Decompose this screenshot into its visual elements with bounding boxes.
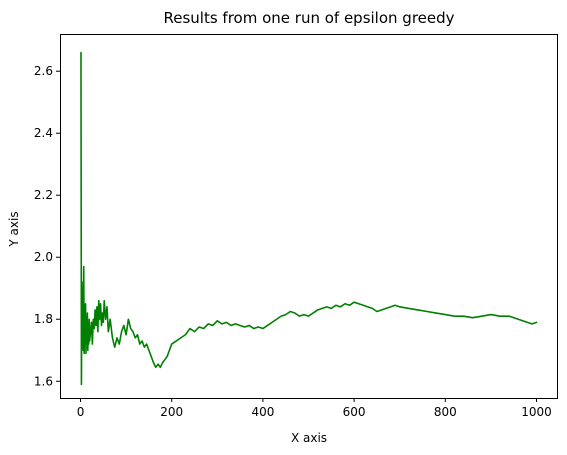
x-axis-ticks: 0 200 400 600 800 1000 bbox=[77, 398, 552, 419]
x-tick-label: 200 bbox=[160, 405, 183, 419]
x-tick-label: 400 bbox=[251, 405, 274, 419]
series-line bbox=[80, 51, 538, 386]
plot-area-frame bbox=[60, 34, 558, 399]
x-tick-label: 0 bbox=[77, 405, 85, 419]
y-tick-label: 2.2 bbox=[34, 188, 53, 202]
y-tick-label: 1.8 bbox=[34, 312, 53, 326]
x-tick-label: 800 bbox=[434, 405, 457, 419]
y-axis-label: Y axis bbox=[7, 211, 21, 247]
y-tick-label: 2.0 bbox=[34, 250, 53, 264]
chart-title: Results from one run of epsilon greedy bbox=[163, 9, 454, 27]
y-tick-label: 2.4 bbox=[34, 126, 53, 140]
x-tick-label: 600 bbox=[343, 405, 366, 419]
y-axis-ticks: 1.6 1.8 2.0 2.2 2.4 2.6 bbox=[34, 64, 60, 388]
x-axis-label: X axis bbox=[291, 431, 327, 445]
y-tick-label: 1.6 bbox=[34, 374, 53, 388]
x-tick-label: 1000 bbox=[521, 405, 552, 419]
y-tick-label: 2.6 bbox=[34, 64, 53, 78]
